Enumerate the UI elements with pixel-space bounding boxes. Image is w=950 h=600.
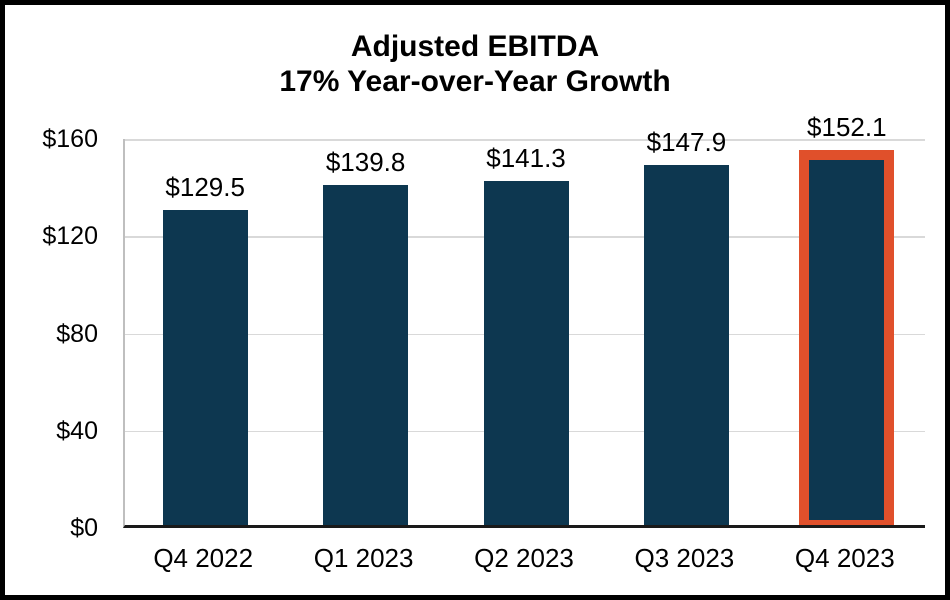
y-tick-label: $0 [70,514,98,542]
bar [483,181,569,525]
chart-title-block: Adjusted EBITDA 17% Year-over-Year Growt… [5,29,945,99]
bar [809,160,885,520]
highlighted-bar [799,150,895,525]
gridline [125,139,925,141]
y-tick-label: $80 [56,319,98,348]
y-axis: $160 $120 $80 $40 $0 [5,5,98,595]
bar [643,165,729,525]
x-tick-label: Q2 2023 [474,543,574,573]
x-tick-label: Q4 2023 [794,543,895,573]
plot-area: $129.5 $139.8 $141.3 $147.9 $152.1 [123,112,925,528]
chart-subtitle: 17% Year-over-Year Growth [279,65,671,98]
bar-value-label: $152.1 [807,112,887,143]
bar-value-label: $147.9 [646,127,727,158]
x-tick-label: Q4 2022 [153,543,254,573]
y-tick-label: $160 [42,125,98,153]
bar [162,210,248,525]
x-tick-label: Q3 2023 [634,543,735,573]
x-tick-label: Q1 2023 [313,543,414,573]
bar-value-label: $129.5 [165,172,245,203]
chart-title: Adjusted EBITDA [350,30,600,63]
bar-value-label: $139.8 [325,147,406,178]
bar [323,185,409,525]
bar-value-label: $141.3 [486,143,566,174]
y-tick-label: $40 [56,416,98,445]
y-tick-label: $120 [42,222,98,251]
